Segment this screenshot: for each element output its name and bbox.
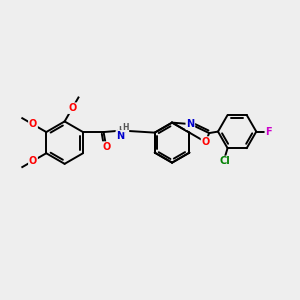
Text: O: O bbox=[29, 156, 37, 166]
Text: H: H bbox=[122, 122, 129, 131]
Text: O: O bbox=[29, 119, 37, 129]
Text: Cl: Cl bbox=[219, 156, 230, 167]
Text: O: O bbox=[68, 103, 76, 113]
Text: O: O bbox=[102, 142, 110, 152]
Text: N: N bbox=[186, 119, 194, 129]
Text: H: H bbox=[118, 126, 125, 135]
Text: F: F bbox=[265, 127, 272, 136]
Text: N: N bbox=[116, 131, 124, 141]
Text: O: O bbox=[202, 137, 210, 147]
